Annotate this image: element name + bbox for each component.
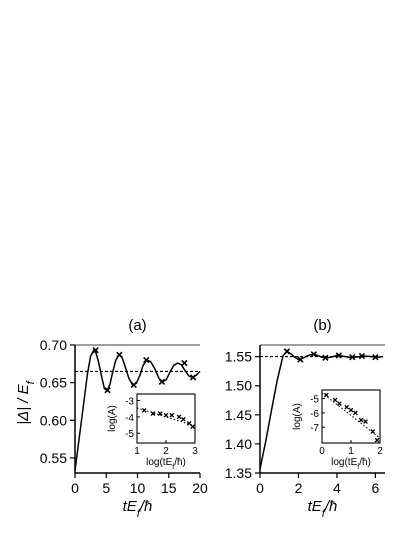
inset-data-point <box>163 412 169 418</box>
inset-data-point <box>150 411 156 416</box>
inset-data-point <box>358 417 364 423</box>
x-tick-label: 4 <box>333 480 341 496</box>
inset-y-label: log(A) <box>107 405 118 432</box>
inset-frame <box>321 389 381 444</box>
data-point-marker <box>349 354 356 361</box>
gap-curve <box>259 350 384 470</box>
inset-frame <box>136 393 196 444</box>
inset-y-tick-label: -5 <box>310 395 319 406</box>
data-point-marker <box>158 378 166 386</box>
inset-data-point <box>190 424 196 430</box>
inset-x-tick-label: 2 <box>377 446 383 457</box>
y-tick-label: 0.55 <box>40 450 67 466</box>
inset-data-point <box>169 412 175 418</box>
y-tick-label: 1.45 <box>225 407 252 423</box>
y-tick-label: 0.65 <box>40 375 67 391</box>
inset-y-tick-label: -7 <box>310 423 319 434</box>
data-point-marker <box>116 351 123 358</box>
inset-x-label: log(tEf/ħ) <box>331 457 371 471</box>
data-point-marker <box>92 347 99 354</box>
x-axis-label: tEf/ħ <box>308 498 338 520</box>
y-tick-label: 1.35 <box>225 465 252 481</box>
inset-data-point <box>323 392 329 398</box>
data-point-marker <box>322 354 329 361</box>
y-axis-label: |Δ| / Ef <box>15 380 37 424</box>
x-tick-label: 6 <box>371 480 379 496</box>
y-tick-label: 1.40 <box>225 436 252 452</box>
inset-data-point <box>141 407 147 413</box>
panel-title: (b) <box>313 317 331 334</box>
panel-b: (b) 0 2 4 6 1.35 1.40 1.45 1.50 1.55 tEf/ħ 0 1 2 -5 -6 -… <box>225 317 385 520</box>
x-axis-label: tEf/ħ <box>123 498 153 520</box>
inset-x-tick-label: 0 <box>319 446 325 457</box>
data-point-marker <box>297 356 304 363</box>
x-tick-label: 10 <box>130 480 146 496</box>
x-tick-label: 20 <box>192 480 208 496</box>
inset-y-tick-label: -5 <box>125 429 134 440</box>
inset-data-point <box>181 416 186 422</box>
x-tick-label: 0 <box>71 480 79 496</box>
x-tick-label: 15 <box>161 480 177 496</box>
x-tick-label: 0 <box>256 480 264 496</box>
data-point-marker <box>181 359 188 367</box>
inset-x-tick-label: 1 <box>348 446 354 457</box>
y-tick-label: 1.55 <box>225 349 252 365</box>
inset-data-point <box>370 429 376 434</box>
inset-x-label: log(tEf/ħ) <box>146 457 186 471</box>
y-tick-label: 0.70 <box>40 337 67 353</box>
inset-data-point <box>186 421 192 426</box>
inset-y-tick-label: -4 <box>125 413 134 424</box>
x-tick-label: 5 <box>102 480 110 496</box>
data-point-marker <box>372 354 379 361</box>
inset-data-point <box>176 414 182 420</box>
data-point-marker <box>189 374 197 381</box>
inset-y-label: log(A) <box>292 403 303 430</box>
inset-data-point <box>348 407 354 413</box>
inset-data-point <box>352 410 358 416</box>
gap-curve <box>74 349 201 471</box>
inset-data-point <box>374 437 380 443</box>
inset-data-point <box>363 419 368 424</box>
inset-x-tick-label: 3 <box>192 446 198 457</box>
inset-data-point <box>157 411 163 416</box>
inset-data-point <box>344 404 350 410</box>
panel-a: (a) 0 5 10 15 20 0.55 0.60 0.65 0.70 tEf/ħ |Δ| / Ef… <box>15 317 208 520</box>
y-tick-label: 0.60 <box>40 412 67 428</box>
inset-data-point <box>332 397 338 403</box>
y-tick-label: 1.50 <box>225 378 252 394</box>
panel-title: (a) <box>128 317 146 334</box>
x-tick-label: 2 <box>295 480 303 496</box>
inset-x-tick-label: 1 <box>134 446 140 457</box>
inset-y-tick-label: -6 <box>310 409 319 420</box>
inset-x-tick-label: 2 <box>163 446 169 457</box>
data-point-marker <box>310 351 318 358</box>
data-point-marker <box>143 356 150 364</box>
data-point-marker <box>130 381 137 389</box>
inset-y-tick-label: -3 <box>125 397 134 408</box>
data-point-marker <box>335 352 343 359</box>
data-point-marker <box>283 348 291 355</box>
inset-data-point <box>337 401 342 406</box>
data-point-marker <box>358 352 366 360</box>
data-point-marker <box>104 387 111 394</box>
